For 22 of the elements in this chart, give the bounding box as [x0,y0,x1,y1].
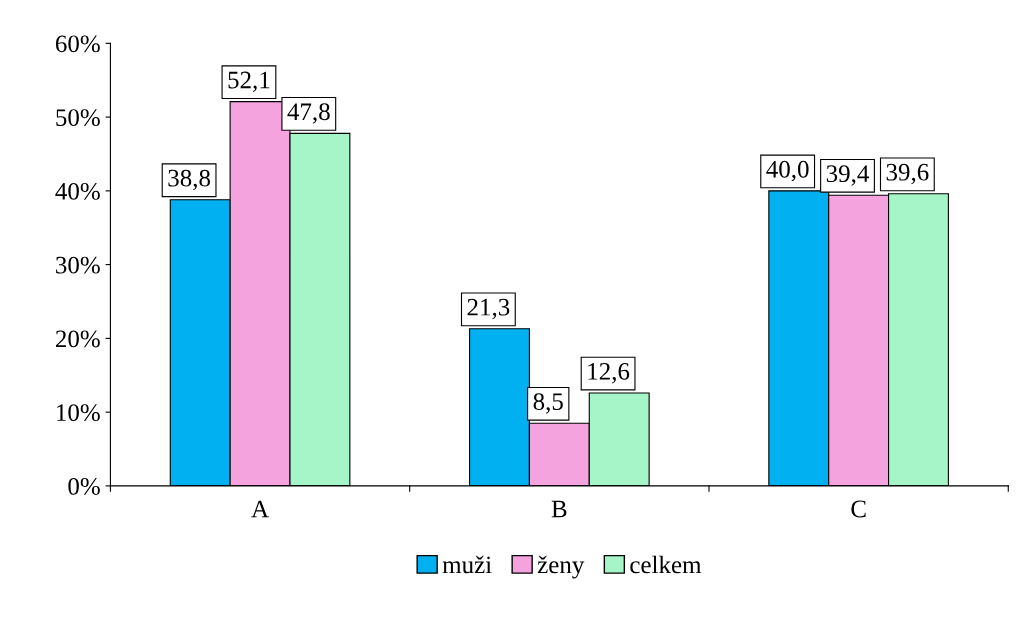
y-tick-label: 50% [56,109,100,127]
legend-label: ženy [537,555,585,579]
x-tick-label: C [851,500,866,518]
data-label: 21,3 [467,298,510,320]
x-tick-label: A [251,500,269,518]
y-tick-label: 60% [55,35,100,53]
y-tick-label: 30% [56,256,100,274]
data-label: 47,8 [287,103,330,124]
data-label: 12,6 [588,362,630,384]
x-tick-label: B [551,500,567,518]
y-tick-label: 0% [68,477,100,495]
data-label: 39,4 [826,165,869,186]
y-tick-label: 10% [57,404,100,422]
data-label: 38,8 [168,169,211,191]
data-label: 8,5 [533,393,563,414]
y-tick-label: 40% [55,182,100,200]
data-label: 40,0 [766,160,809,182]
legend-label: muži [442,555,492,574]
data-label: 39,6 [886,163,929,185]
data-label: 52,1 [228,71,270,93]
legend-label: celkem [630,555,702,574]
y-tick-label: 20% [55,330,100,348]
